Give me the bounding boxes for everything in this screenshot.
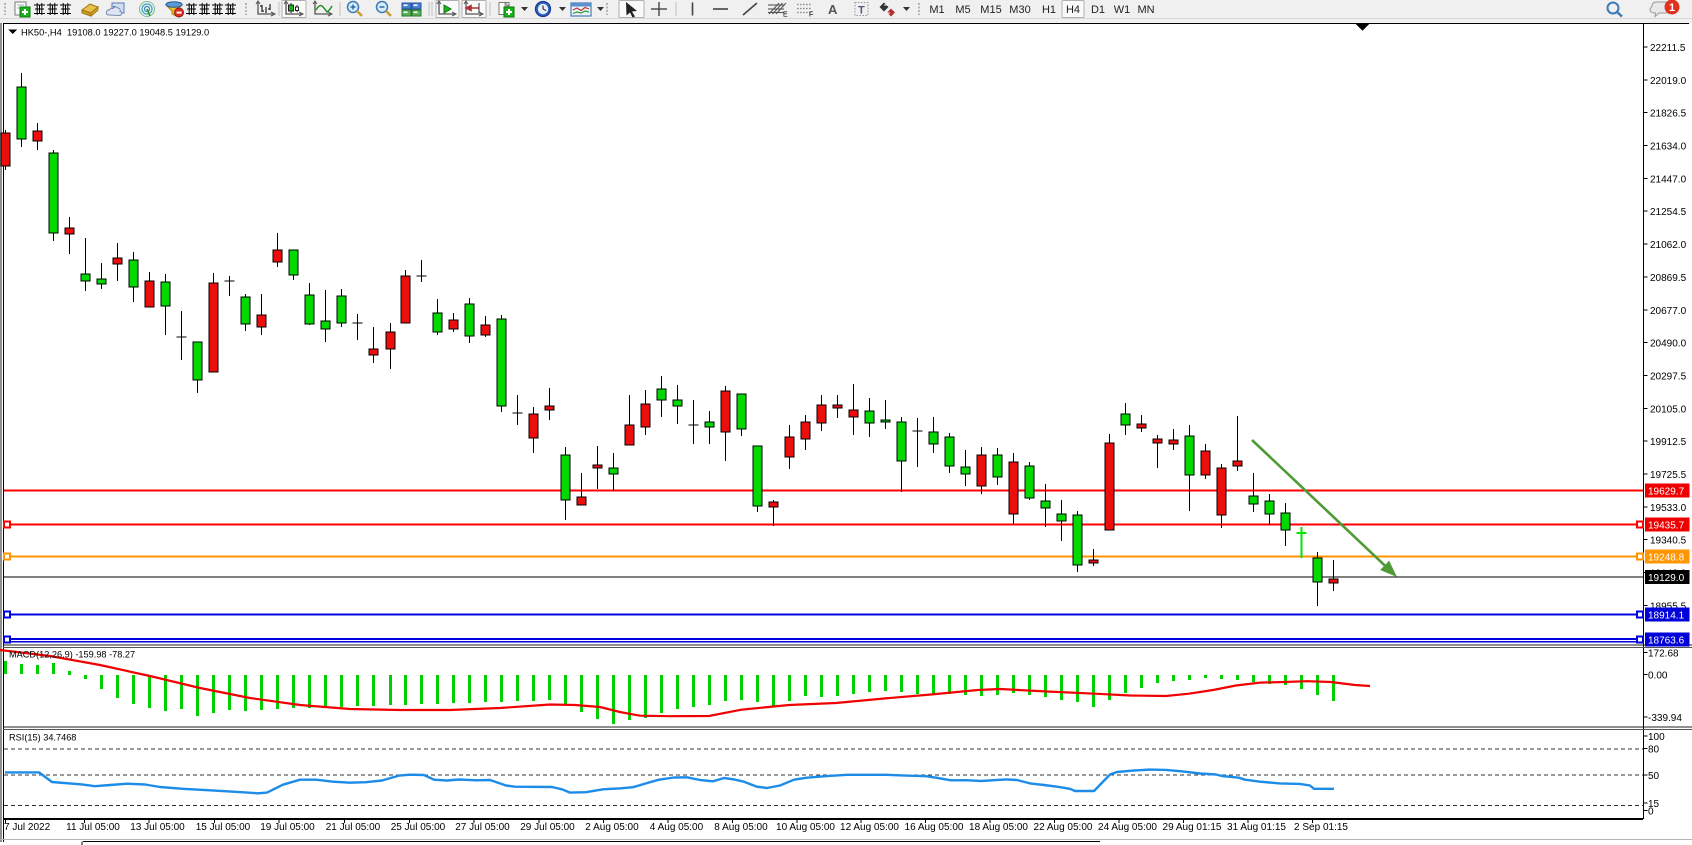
svg-text:0: 0 — [1648, 807, 1654, 818]
svg-text:19248.8: 19248.8 — [1648, 553, 1685, 564]
svg-text:21254.5: 21254.5 — [1650, 207, 1687, 218]
svg-text:19629.7: 19629.7 — [1648, 487, 1685, 498]
svg-text:20490.0: 20490.0 — [1650, 339, 1687, 350]
svg-text:19 Jul 05:00: 19 Jul 05:00 — [260, 822, 315, 833]
svg-text:21826.5: 21826.5 — [1650, 109, 1687, 120]
svg-text:22 Aug 05:00: 22 Aug 05:00 — [1034, 822, 1093, 833]
svg-text:18763.6: 18763.6 — [1648, 636, 1685, 647]
svg-text:172.68: 172.68 — [1648, 649, 1679, 660]
svg-text:RSI(15) 34.7468: RSI(15) 34.7468 — [9, 733, 76, 743]
svg-text:25 Jul 05:00: 25 Jul 05:00 — [391, 822, 446, 833]
svg-text:8 Aug 05:00: 8 Aug 05:00 — [714, 822, 768, 833]
svg-text:13 Jul 05:00: 13 Jul 05:00 — [130, 822, 185, 833]
svg-text:100: 100 — [1648, 732, 1665, 743]
svg-text:19129.0: 19129.0 — [1648, 573, 1685, 584]
svg-text:D1: D1 — [1091, 4, 1105, 16]
svg-text:31 Aug 01:15: 31 Aug 01:15 — [1227, 822, 1286, 833]
svg-text:21062.0: 21062.0 — [1650, 240, 1687, 251]
svg-text:HK50-,H4 19108.0 19227.0 1904: HK50-,H4 19108.0 19227.0 19048.5 19129.0 — [21, 28, 209, 38]
svg-text:15: 15 — [1648, 799, 1660, 810]
svg-text:11 Jul 05:00: 11 Jul 05:00 — [66, 822, 120, 833]
svg-text:20105.0: 20105.0 — [1650, 404, 1687, 415]
svg-text:20297.5: 20297.5 — [1650, 372, 1687, 383]
svg-text:7 Jul 2022: 7 Jul 2022 — [4, 822, 51, 833]
svg-text:T: T — [858, 5, 865, 17]
svg-text:50: 50 — [1648, 771, 1660, 782]
svg-text:2 Aug 05:00: 2 Aug 05:00 — [585, 822, 639, 833]
svg-text:W1: W1 — [1114, 4, 1131, 16]
svg-text:19912.5: 19912.5 — [1650, 437, 1687, 448]
svg-text:E: E — [783, 12, 788, 19]
svg-text:M5: M5 — [955, 4, 970, 16]
svg-text:19533.0: 19533.0 — [1650, 503, 1687, 514]
svg-text:20677.0: 20677.0 — [1650, 306, 1687, 317]
svg-text:21 Jul 05:00: 21 Jul 05:00 — [326, 822, 381, 833]
svg-text:21447.0: 21447.0 — [1650, 174, 1687, 185]
svg-text:M15: M15 — [980, 4, 1001, 16]
svg-text:2 Sep 01:15: 2 Sep 01:15 — [1294, 822, 1348, 833]
svg-text:18955.5: 18955.5 — [1650, 601, 1687, 612]
svg-text:18914.1: 18914.1 — [1648, 611, 1685, 622]
svg-text:22019.0: 22019.0 — [1650, 76, 1687, 87]
svg-text:-339.94: -339.94 — [1648, 713, 1682, 724]
svg-text:19725.5: 19725.5 — [1650, 470, 1687, 481]
svg-text:MN: MN — [1137, 4, 1154, 16]
svg-text:H4: H4 — [1066, 4, 1080, 16]
svg-text:1: 1 — [1669, 2, 1675, 14]
svg-text:MACD(12,26,9) -159.98 -78.27: MACD(12,26,9) -159.98 -78.27 — [9, 650, 135, 660]
svg-text:F: F — [809, 12, 813, 19]
svg-text:12 Aug 05:00: 12 Aug 05:00 — [840, 822, 899, 833]
svg-text:18 Aug 05:00: 18 Aug 05:00 — [969, 822, 1028, 833]
svg-text:27 Jul 05:00: 27 Jul 05:00 — [455, 822, 510, 833]
svg-text:22211.5: 22211.5 — [1650, 43, 1686, 54]
svg-text:80: 80 — [1648, 745, 1660, 756]
svg-text:H1: H1 — [1042, 4, 1056, 16]
svg-text:24 Aug 05:00: 24 Aug 05:00 — [1098, 822, 1157, 833]
svg-text:10 Aug 05:00: 10 Aug 05:00 — [776, 822, 835, 833]
svg-text:M1: M1 — [929, 4, 944, 16]
svg-text:29 Jul 05:00: 29 Jul 05:00 — [520, 822, 575, 833]
svg-text:M30: M30 — [1009, 4, 1030, 16]
svg-text:0.00: 0.00 — [1648, 671, 1668, 682]
svg-text:29 Aug 01:15: 29 Aug 01:15 — [1163, 822, 1222, 833]
svg-text:20869.5: 20869.5 — [1650, 273, 1687, 284]
svg-text:A: A — [828, 2, 838, 17]
svg-text:19340.5: 19340.5 — [1650, 536, 1687, 547]
svg-text:15 Jul 05:00: 15 Jul 05:00 — [196, 822, 251, 833]
svg-text:21634.0: 21634.0 — [1650, 142, 1687, 153]
svg-text:16 Aug 05:00: 16 Aug 05:00 — [905, 822, 964, 833]
svg-text:4 Aug 05:00: 4 Aug 05:00 — [650, 822, 704, 833]
svg-text:19435.7: 19435.7 — [1648, 521, 1685, 532]
